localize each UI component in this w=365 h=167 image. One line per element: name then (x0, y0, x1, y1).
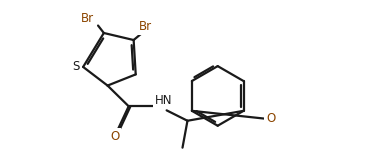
Text: O: O (110, 130, 120, 143)
Text: Br: Br (81, 12, 94, 25)
Text: S: S (72, 60, 79, 73)
Text: O: O (266, 112, 275, 125)
Text: HN: HN (155, 94, 173, 107)
Text: Br: Br (139, 20, 152, 33)
